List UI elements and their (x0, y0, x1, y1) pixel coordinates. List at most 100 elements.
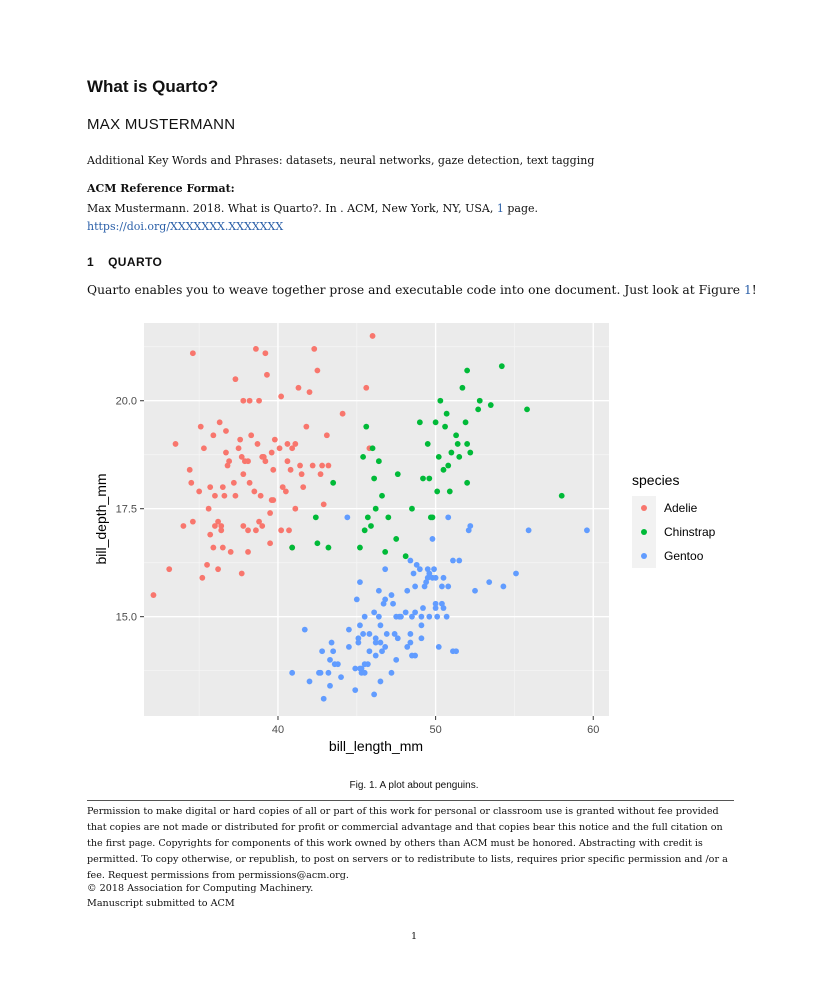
permission-notice: Permission to make digital or hard copie… (87, 806, 728, 882)
point-gentoo (382, 596, 389, 603)
point-gentoo (412, 609, 419, 616)
point-chinstrap (402, 553, 409, 560)
point-adelie (223, 449, 229, 456)
point-chinstrap (357, 544, 363, 551)
legend-key-chinstrap (641, 529, 647, 535)
point-adelie (317, 471, 324, 478)
point-chinstrap (456, 453, 463, 460)
doi-link[interactable]: https://doi.org/XXXXXXX.XXXXXXX (87, 220, 284, 233)
point-adelie (253, 346, 259, 352)
point-gentoo (486, 579, 493, 586)
y-tick-label: 17.5 (116, 504, 137, 516)
point-adelie (238, 453, 245, 460)
x-tick-label: 60 (587, 724, 599, 736)
point-chinstrap (393, 536, 400, 542)
point-adelie (240, 523, 247, 529)
point-adelie (295, 384, 302, 391)
legend-label-gentoo: Gentoo (664, 549, 704, 563)
point-chinstrap (498, 363, 505, 370)
point-gentoo (440, 574, 447, 581)
point-gentoo (409, 613, 415, 620)
point-gentoo (407, 639, 414, 646)
point-adelie (267, 510, 274, 516)
point-chinstrap (445, 462, 452, 469)
point-gentoo (404, 644, 411, 650)
point-chinstrap (429, 514, 436, 521)
point-gentoo (306, 678, 313, 685)
point-chinstrap (394, 471, 401, 478)
point-adelie (180, 523, 187, 529)
point-gentoo (377, 622, 384, 629)
point-gentoo (445, 583, 452, 590)
legend-title: species (632, 472, 679, 488)
point-gentoo (429, 536, 436, 542)
section-number: 1 (87, 255, 95, 269)
point-gentoo (372, 635, 379, 642)
point-chinstrap (454, 441, 461, 447)
point-gentoo (525, 527, 532, 534)
point-gentoo (390, 600, 396, 607)
point-adelie (262, 350, 269, 357)
point-chinstrap (330, 479, 337, 486)
point-gentoo (393, 656, 400, 663)
point-gentoo (407, 631, 414, 637)
point-gentoo (416, 566, 423, 573)
point-gentoo (412, 583, 419, 590)
keywords-line: Additional Key Words and Phrases: datase… (87, 154, 595, 167)
point-chinstrap (416, 419, 423, 426)
figure-reference-link[interactable]: 1 (743, 283, 752, 297)
point-gentoo (500, 583, 507, 590)
point-adelie (268, 449, 275, 456)
point-adelie (210, 432, 217, 439)
point-gentoo (402, 609, 409, 616)
point-gentoo (301, 626, 308, 633)
point-gentoo (410, 570, 417, 577)
point-adelie (298, 471, 305, 478)
point-gentoo (317, 669, 324, 676)
legend: species Adelie Chinstrap Gentoo (632, 472, 716, 568)
point-adelie (287, 466, 294, 473)
point-chinstrap (453, 432, 460, 439)
point-gentoo (289, 669, 296, 676)
point-gentoo (432, 574, 439, 581)
point-chinstrap (363, 423, 370, 430)
point-chinstrap (446, 488, 453, 495)
point-adelie (207, 531, 214, 538)
point-adelie (289, 445, 296, 452)
point-chinstrap (443, 410, 450, 417)
point-adelie (276, 445, 283, 452)
point-adelie (245, 548, 251, 555)
plot-panel (144, 323, 609, 716)
footnote-divider (87, 800, 734, 801)
section-title: QUARTO (108, 255, 163, 269)
point-gentoo (375, 587, 382, 594)
point-gentoo (394, 635, 401, 642)
point-gentoo (375, 613, 382, 620)
acm-reference-text: Max Mustermann. 2018. What is Quarto?. I… (87, 200, 737, 236)
acm-pages-link[interactable]: 1 (496, 202, 504, 215)
point-gentoo (357, 622, 363, 629)
point-adelie (188, 479, 195, 486)
point-gentoo (383, 631, 390, 637)
point-gentoo (382, 566, 389, 573)
point-chinstrap (462, 419, 469, 426)
point-gentoo (338, 674, 344, 681)
point-adelie (246, 397, 253, 404)
point-gentoo (584, 527, 590, 534)
point-adelie (238, 570, 245, 577)
legend-label-adelie: Adelie (664, 501, 698, 515)
point-adelie (311, 346, 318, 352)
point-adelie (292, 505, 299, 512)
section-heading: 1 QUARTO (87, 255, 162, 269)
point-adelie (235, 445, 242, 452)
point-gentoo (366, 648, 373, 655)
point-adelie (257, 492, 264, 499)
point-chinstrap (464, 441, 471, 447)
point-chinstrap (558, 492, 565, 499)
legend-key-adelie (641, 505, 647, 511)
point-adelie (271, 436, 278, 443)
point-adelie (196, 488, 203, 495)
point-adelie (150, 592, 157, 598)
point-chinstrap (476, 397, 483, 404)
point-gentoo (435, 644, 442, 650)
